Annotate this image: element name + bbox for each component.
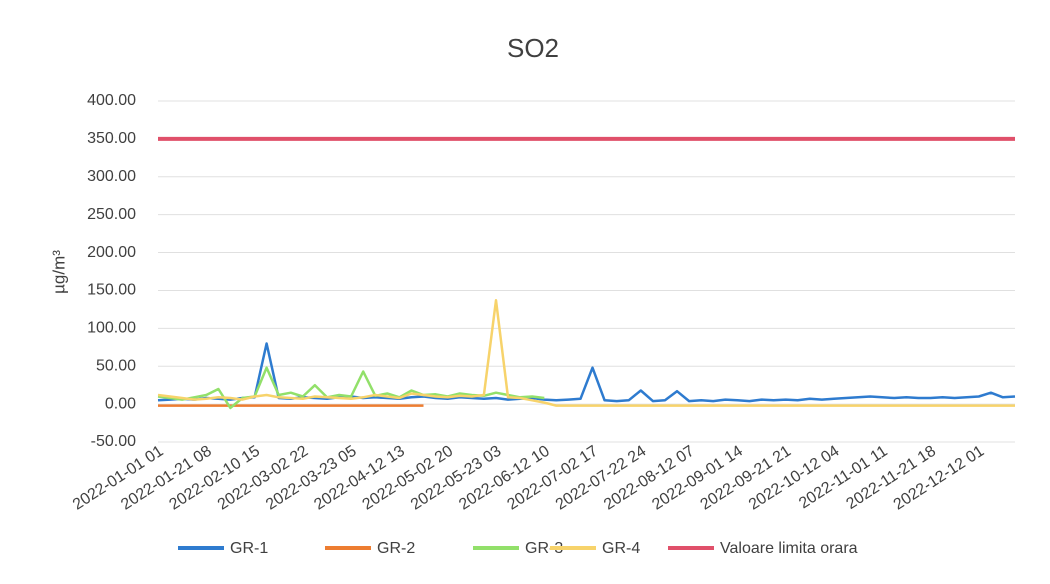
y-tick-label: 400.00 bbox=[87, 92, 136, 109]
y-tick-label: 50.00 bbox=[96, 357, 136, 374]
series-line bbox=[157, 299, 1015, 407]
legend-label: Valoare limita orara bbox=[720, 540, 858, 557]
y-tick-label: 300.00 bbox=[87, 168, 136, 185]
chart-title: SO2 bbox=[507, 33, 559, 63]
legend-label: GR-1 bbox=[230, 540, 268, 557]
y-tick-label: 0.00 bbox=[105, 395, 136, 412]
y-tick-label: 100.00 bbox=[87, 320, 136, 337]
y-tick-label: 350.00 bbox=[87, 130, 136, 147]
y-tick-label: 150.00 bbox=[87, 282, 136, 299]
y-axis-label: µg/m³ bbox=[49, 250, 68, 294]
y-tick-label: 250.00 bbox=[87, 206, 136, 223]
y-tick-label: -50.00 bbox=[91, 433, 136, 450]
legend-label: GR-3 bbox=[525, 540, 563, 557]
legend-label: GR-4 bbox=[602, 540, 640, 557]
y-tick-label: 200.00 bbox=[87, 244, 136, 261]
legend-label: GR-2 bbox=[377, 540, 415, 557]
